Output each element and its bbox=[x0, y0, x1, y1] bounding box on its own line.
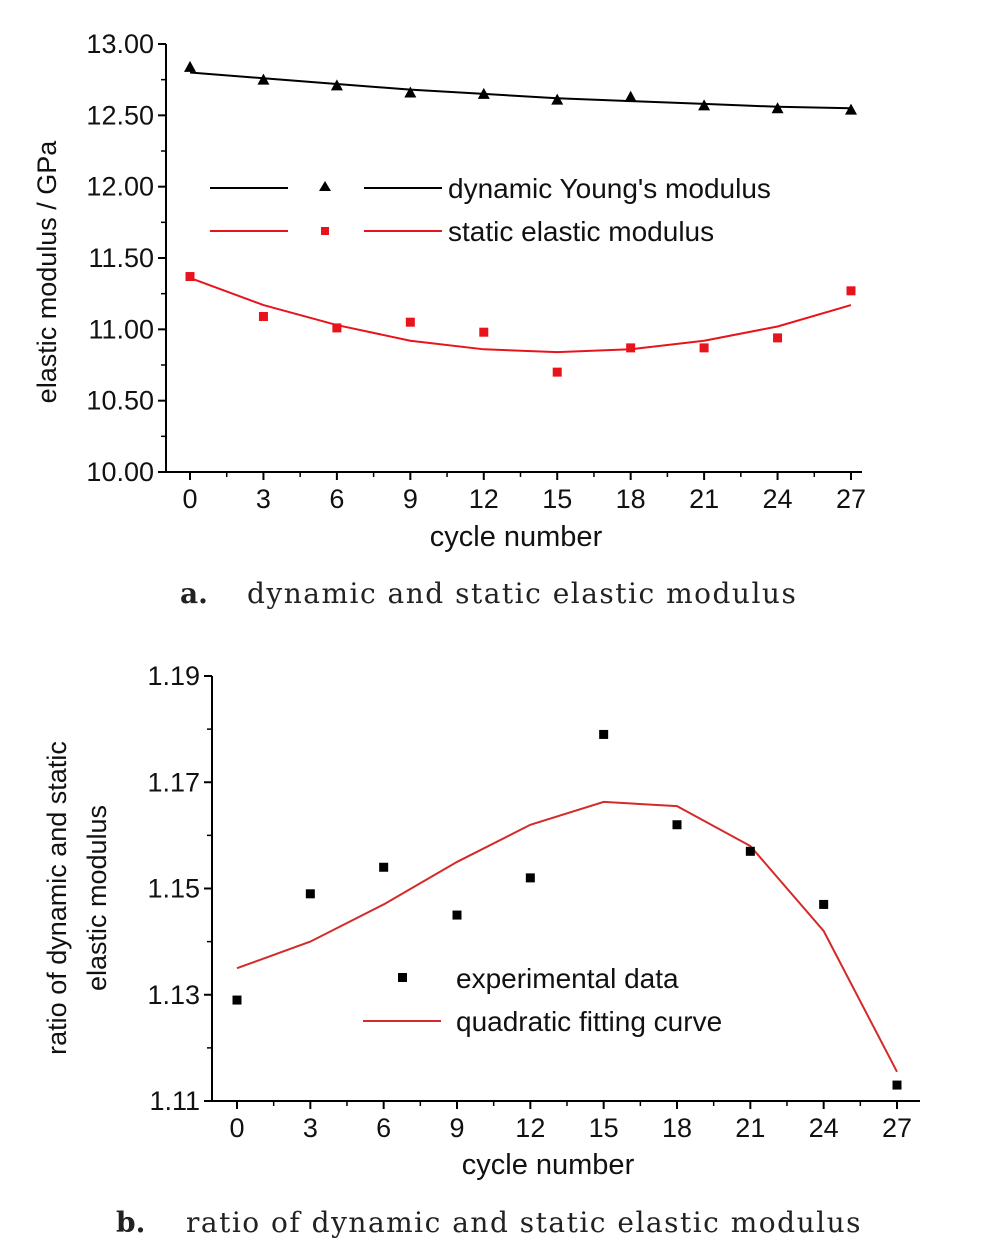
x-tick-label: 6 bbox=[329, 484, 344, 514]
x-tick-label: 9 bbox=[449, 1113, 464, 1143]
series-1-point bbox=[845, 103, 857, 115]
x-tick-label: 27 bbox=[882, 1113, 912, 1143]
chart-b-y-ticks: 1.11 1.13 1.15 1.17 1.19 bbox=[147, 661, 212, 1116]
chart-b-y-axis-label-line1: ratio of dynamic and static bbox=[42, 741, 72, 1055]
chart-b-x-axis-label: cycle number bbox=[462, 1149, 635, 1181]
series-2-point bbox=[626, 343, 636, 353]
y-tick-label: 11.00 bbox=[88, 314, 154, 344]
x-tick-label: 21 bbox=[689, 484, 719, 514]
y-tick-label: 11.50 bbox=[88, 243, 154, 273]
chart-b-y-axis-label-line2: elastic modulus bbox=[82, 805, 112, 991]
chart-b-caption-letter: b. bbox=[116, 1206, 145, 1239]
series-1-point bbox=[477, 87, 490, 99]
chart-b-fit-lines bbox=[236, 800, 898, 1073]
chart-a-x-axis-label: cycle number bbox=[430, 521, 603, 553]
chart-b-x-ticks: 0 3 6 9 12 15 18 21 24 27 bbox=[229, 1101, 912, 1143]
series-1-point bbox=[257, 73, 270, 85]
series-2-fit-line bbox=[189, 277, 852, 354]
series-1-point bbox=[892, 1080, 902, 1090]
chart-a-fit-lines bbox=[189, 71, 852, 354]
chart-a-data-points bbox=[184, 60, 857, 377]
chart-a: 10.00 10.50 11.00 11.50 12.00 12.50 13.00 0 3 6 9… bbox=[32, 29, 866, 610]
x-tick-label: 27 bbox=[836, 484, 866, 514]
x-tick-label: 24 bbox=[809, 1113, 839, 1143]
chart-a-axes bbox=[165, 44, 862, 473]
series-2-point bbox=[332, 323, 342, 333]
chart-a-caption-letter: a. bbox=[180, 577, 208, 610]
series-1-point bbox=[452, 910, 462, 920]
x-tick-label: 18 bbox=[616, 484, 646, 514]
series-2-point bbox=[552, 367, 562, 377]
y-tick-label: 1.15 bbox=[147, 874, 200, 904]
series-2-point bbox=[258, 311, 268, 321]
y-tick-label: 10.00 bbox=[86, 457, 154, 487]
legend-b-experimental-label: experimental data bbox=[456, 963, 679, 994]
y-tick-label: 12.50 bbox=[86, 100, 154, 130]
series-1-point bbox=[771, 102, 784, 114]
x-tick-label: 9 bbox=[403, 484, 418, 514]
series-2-point bbox=[699, 343, 709, 353]
x-tick-label: 18 bbox=[662, 1113, 692, 1143]
legend-a-static-square-marker bbox=[321, 227, 329, 235]
series-2-point bbox=[479, 327, 489, 337]
series-1-point bbox=[672, 820, 682, 830]
chart-b-data-points bbox=[232, 729, 902, 1090]
x-tick-label: 12 bbox=[515, 1113, 545, 1143]
series-1-point bbox=[525, 873, 535, 883]
series-2-fit-line bbox=[236, 800, 898, 1073]
x-tick-label: 0 bbox=[229, 1113, 244, 1143]
series-1-point bbox=[745, 846, 755, 856]
legend-b-fit-label: quadratic fitting curve bbox=[456, 1006, 722, 1037]
x-tick-label: 24 bbox=[763, 484, 793, 514]
chart-b-legend: experimental data quadratic fitting curv… bbox=[363, 963, 722, 1037]
x-tick-label: 15 bbox=[542, 484, 572, 514]
series-1-point bbox=[698, 99, 711, 111]
x-tick-label: 6 bbox=[376, 1113, 391, 1143]
x-tick-label: 3 bbox=[303, 1113, 318, 1143]
series-1-point bbox=[404, 86, 417, 98]
x-tick-label: 15 bbox=[589, 1113, 619, 1143]
y-tick-label: 1.13 bbox=[147, 980, 200, 1010]
chart-a-legend: dynamic Young's modulus static elastic m… bbox=[210, 173, 771, 247]
series-1-point bbox=[599, 729, 609, 739]
y-tick-label: 1.17 bbox=[147, 767, 200, 797]
legend-a-static-label: static elastic modulus bbox=[448, 216, 714, 247]
chart-a-x-ticks: 0 3 6 9 12 15 18 21 24 27 bbox=[182, 472, 866, 514]
y-tick-label: 12.00 bbox=[86, 172, 154, 202]
y-tick-label: 1.19 bbox=[147, 661, 200, 691]
y-tick-label: 13.00 bbox=[86, 29, 154, 59]
series-2-point bbox=[846, 286, 856, 296]
chart-a-y-axis-label: elastic modulus / GPa bbox=[32, 140, 62, 404]
chart-b-caption-text: ratio of dynamic and static elastic modu… bbox=[186, 1206, 862, 1239]
series-2-point bbox=[405, 317, 415, 327]
x-tick-label: 0 bbox=[182, 484, 197, 514]
legend-b-experimental-square-marker bbox=[398, 973, 407, 982]
series-1-point bbox=[305, 889, 315, 899]
x-tick-label: 21 bbox=[735, 1113, 765, 1143]
chart-a-y-ticks: 10.00 10.50 11.00 11.50 12.00 12.50 13.00 bbox=[86, 29, 166, 487]
chart-b: 1.11 1.13 1.15 1.17 1.19 0 3 6 9 12 15 18 21 24 27 cy… bbox=[42, 661, 920, 1239]
y-tick-label: 1.11 bbox=[149, 1086, 200, 1116]
legend-a-dynamic-label: dynamic Young's modulus bbox=[448, 173, 771, 204]
series-2-point bbox=[773, 333, 783, 343]
legend-a-dynamic-triangle-marker bbox=[319, 181, 331, 191]
x-tick-label: 12 bbox=[469, 484, 499, 514]
series-1-point bbox=[330, 79, 343, 91]
series-2-point bbox=[185, 272, 195, 282]
series-1-point bbox=[819, 899, 829, 909]
series-1-point bbox=[379, 862, 389, 872]
series-1-point bbox=[551, 93, 564, 105]
series-1-point bbox=[232, 995, 242, 1005]
x-tick-label: 3 bbox=[256, 484, 271, 514]
series-1-fit-line bbox=[189, 71, 852, 110]
chart-b-axes bbox=[211, 676, 920, 1102]
chart-a-caption-text: dynamic and static elastic modulus bbox=[247, 577, 797, 610]
series-1-point bbox=[624, 90, 637, 102]
y-tick-label: 10.50 bbox=[86, 386, 154, 416]
series-1-point bbox=[184, 60, 196, 72]
